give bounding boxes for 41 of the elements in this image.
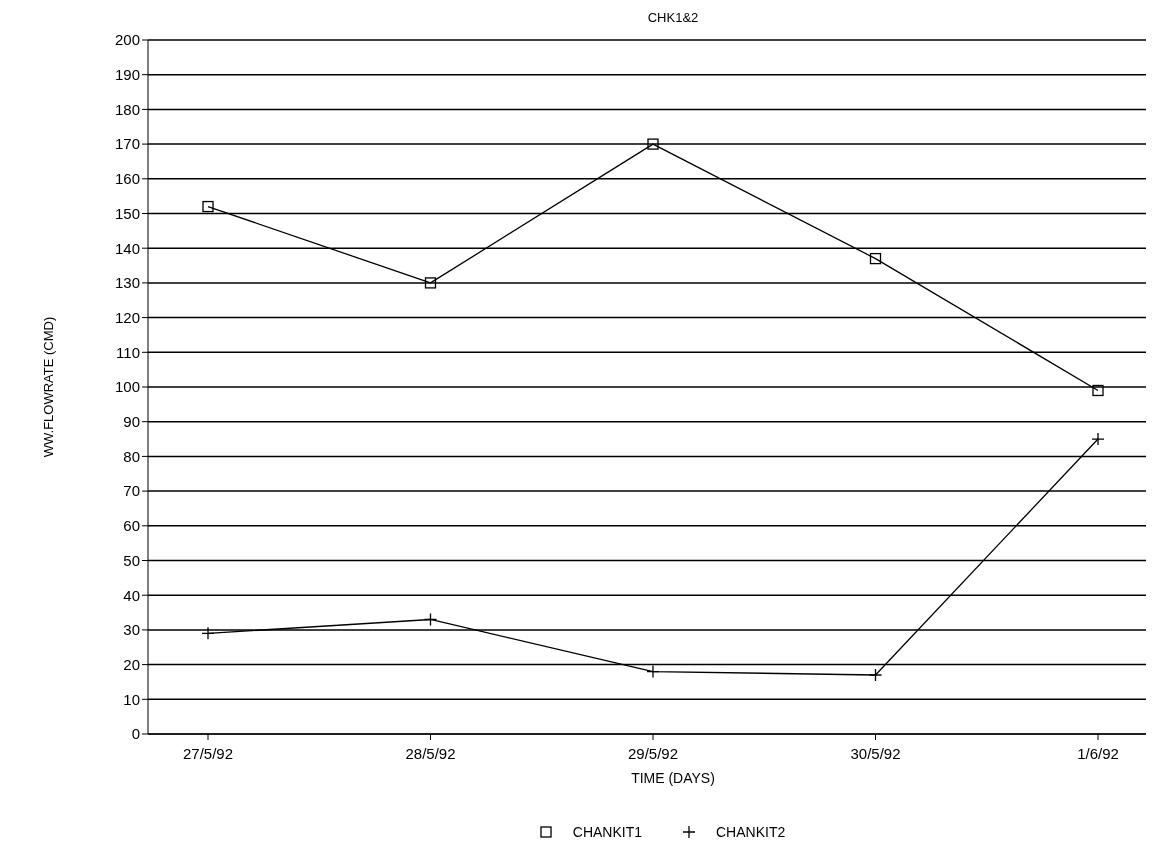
legend-label: CHANKIT2	[715, 824, 786, 840]
y-tick-label: 190	[114, 66, 140, 84]
point	[868, 668, 883, 682]
y-tick-label: 70	[123, 482, 140, 500]
y-tick-label: 10	[123, 690, 140, 708]
y-tick-label: 90	[123, 413, 140, 431]
x-tick-label: 28/5/92	[405, 744, 456, 762]
y-tick-label: 20	[123, 655, 140, 673]
point	[647, 138, 659, 150]
y-tick-label: 50	[123, 551, 140, 569]
x-tick-label: 30/5/92	[850, 744, 901, 762]
y-tick-label: 30	[123, 621, 140, 639]
x-tick-label: 27/5/92	[182, 744, 234, 762]
y-axis-title: WW.FLOWRATE (CMD)	[40, 316, 56, 458]
y-tick-label: 180	[114, 100, 140, 118]
y-tick-label: 150	[114, 204, 140, 222]
y-tick-label: 120	[114, 308, 140, 326]
point	[202, 200, 214, 213]
point	[1092, 384, 1104, 397]
x-tick-label: 1/6/92	[1077, 744, 1119, 762]
y-tick-label: 40	[123, 586, 140, 604]
y-tick-label: 110	[116, 343, 140, 361]
y-tick-label: 100	[114, 378, 140, 396]
point	[646, 664, 660, 679]
point	[201, 626, 215, 641]
y-tick-label: 170	[114, 135, 140, 153]
y-tick-label: 200	[114, 31, 140, 49]
x-axis-title: TIME (DAYS)	[630, 770, 716, 786]
point	[1091, 432, 1105, 446]
point	[423, 612, 438, 627]
x-tick-label: 29/5/92	[627, 744, 679, 762]
y-tick-label: 160	[114, 170, 140, 188]
point	[869, 252, 882, 265]
y-tick-label: 130	[114, 274, 140, 292]
chart-title: CHK1&2	[646, 10, 700, 25]
y-tick-label: 80	[123, 447, 140, 465]
legend-label: CHANKIT1	[571, 824, 642, 840]
point	[424, 277, 437, 289]
y-tick-label: 60	[123, 517, 140, 535]
y-tick-label: 140	[114, 239, 140, 257]
y-tick-label: 0	[131, 725, 140, 743]
